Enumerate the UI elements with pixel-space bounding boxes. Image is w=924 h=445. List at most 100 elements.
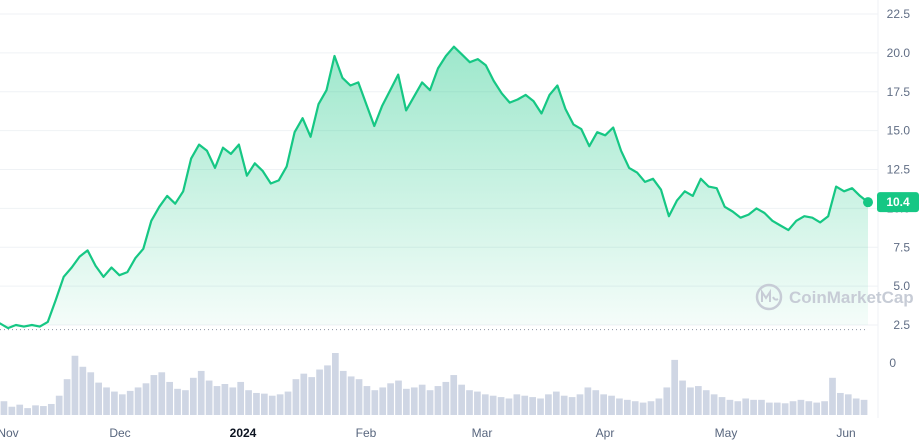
x-tick-label: Jun — [836, 426, 855, 440]
x-tick-label: Nov — [0, 426, 19, 440]
volume-bar — [458, 384, 465, 415]
volume-bar — [773, 402, 781, 415]
volume-bar — [679, 380, 686, 415]
volume-bar — [245, 390, 252, 415]
volume-bar — [695, 386, 702, 415]
volume-bar — [529, 397, 536, 415]
volume-bar — [434, 386, 442, 415]
volume-bar — [631, 401, 639, 415]
volume-bar — [339, 370, 347, 415]
x-tick-label: 2024 — [230, 426, 257, 440]
volume-bar — [237, 381, 245, 415]
price-area — [0, 46, 868, 329]
volume-bar — [805, 401, 813, 415]
volume-bar — [584, 387, 592, 415]
volume-bar — [410, 387, 418, 415]
y-tick-label: 12.5 — [887, 163, 911, 177]
volume-bar — [742, 398, 750, 415]
last-price-badge-bg — [877, 192, 919, 213]
x-tick-label: Apr — [596, 426, 615, 440]
price-line[interactable] — [0, 45, 870, 330]
y-tick-label: 2.5 — [893, 318, 910, 332]
volume-bar — [726, 399, 734, 415]
volume-bar — [379, 387, 387, 415]
volume-bar — [655, 398, 663, 415]
watermark: CoinMarketCap — [755, 283, 914, 311]
volume-bar — [852, 398, 860, 415]
volume-bar — [552, 391, 560, 415]
volume-bar — [142, 383, 150, 415]
volume-bar — [750, 399, 757, 415]
volume-bar — [189, 377, 197, 415]
volume-bar — [466, 390, 473, 415]
volume-bar — [450, 375, 458, 415]
volume-bar — [403, 388, 410, 415]
volume-bar — [111, 391, 118, 415]
volume-bar — [308, 377, 316, 415]
volume-bar — [268, 395, 276, 415]
volume-bar — [16, 404, 24, 415]
x-tick-label: Mar — [472, 426, 493, 440]
volume-bar — [55, 395, 63, 415]
volume-bar — [395, 380, 402, 415]
volume-bar — [87, 372, 95, 415]
coinmarketcap-logo-icon — [755, 283, 783, 311]
volume-bar — [371, 390, 379, 415]
price-series-line[interactable] — [0, 45, 870, 330]
volume-bar — [284, 391, 292, 415]
volume-bar — [229, 387, 237, 415]
volume-bar — [32, 405, 39, 415]
volume-bar — [568, 397, 576, 415]
volume-bar — [174, 388, 181, 415]
volume-bar — [213, 386, 221, 415]
y-axis: 22.520.017.515.012.510.07.55.02.50 — [887, 7, 911, 370]
volume-bar — [47, 403, 55, 415]
volume-bar — [134, 387, 142, 415]
volume-bar — [276, 394, 284, 415]
volume-bar — [197, 370, 205, 415]
volume-bar — [702, 390, 710, 415]
volume-bar — [766, 402, 773, 415]
x-tick-label: Feb — [356, 426, 377, 440]
x-tick-label: May — [715, 426, 738, 440]
volume-bar — [781, 403, 789, 415]
volume-bar — [442, 381, 450, 415]
y-tick-label: 7.5 — [893, 240, 910, 254]
watermark-text: CoinMarketCap — [789, 288, 914, 307]
y-tick-label: 20.0 — [887, 46, 911, 60]
volume-bar — [332, 353, 339, 415]
volume-bar — [789, 401, 797, 415]
volume-bar — [355, 379, 363, 415]
volume-bar — [537, 398, 544, 415]
price-area-fill — [0, 46, 868, 329]
volume-bar — [166, 381, 173, 415]
volume-bar — [758, 399, 765, 415]
volume-bar — [316, 369, 323, 415]
volume-bar — [639, 402, 647, 415]
volume-bar — [474, 391, 481, 415]
last-price-dot — [863, 197, 873, 208]
volume-bar — [292, 379, 300, 415]
volume-bar — [521, 395, 529, 415]
volume-bar — [71, 355, 79, 415]
volume-bar — [545, 394, 552, 415]
volume-bar — [418, 384, 426, 415]
x-tick-label: Dec — [109, 426, 130, 440]
volume-bar — [205, 380, 213, 415]
volume-bar — [829, 377, 836, 415]
volume-bar — [300, 373, 308, 415]
y-tick-label: 15.0 — [887, 124, 911, 138]
y-tick-label: 17.5 — [887, 85, 911, 99]
volume-bar — [261, 393, 268, 415]
volume-bar — [860, 399, 868, 415]
volume-bar — [150, 375, 158, 415]
volume-bar — [253, 392, 260, 415]
volume-bar — [576, 394, 584, 415]
volume-bar — [837, 392, 844, 415]
volume-bar — [182, 390, 189, 415]
volume-bar — [79, 366, 87, 415]
y-tick-label: 5.0 — [893, 279, 910, 293]
volume-bar — [363, 386, 371, 415]
volume-bar — [387, 383, 394, 415]
